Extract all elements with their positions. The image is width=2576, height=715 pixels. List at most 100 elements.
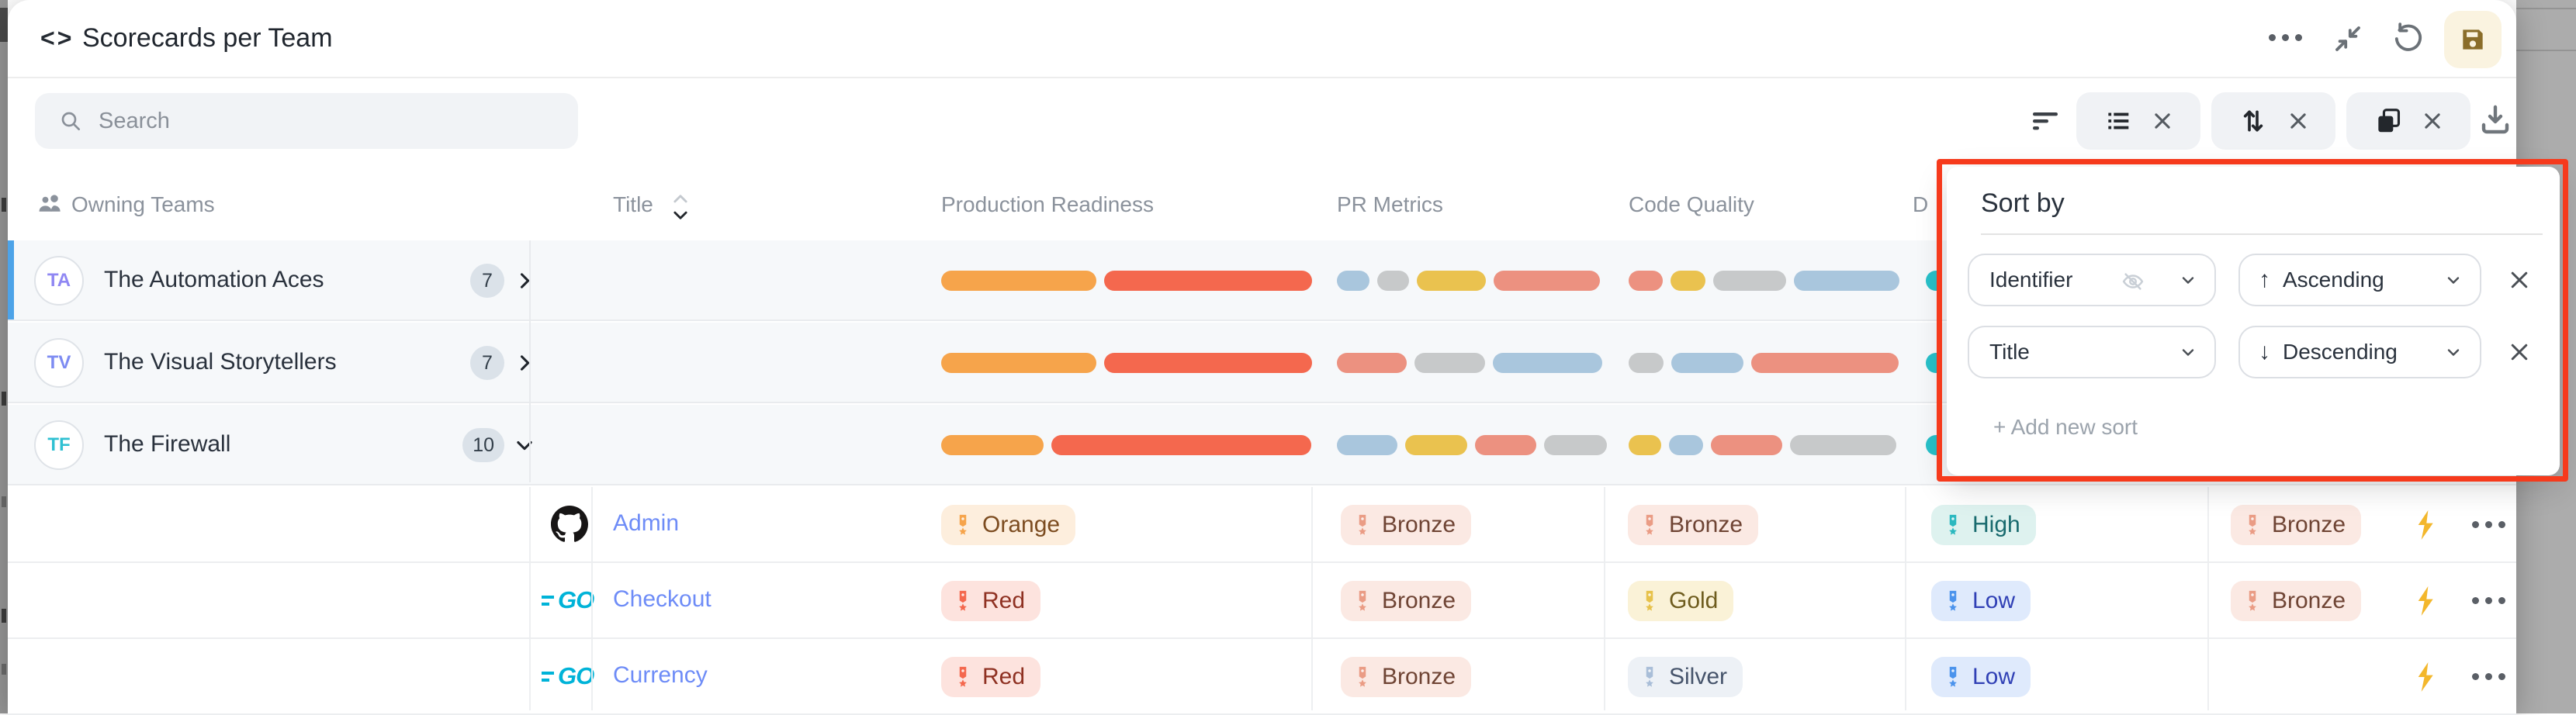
production-readiness-badge: Red [941,581,1041,621]
more-options-button[interactable] [2269,34,2302,41]
bar-segment-red [1104,271,1312,291]
sort-direction-dropdown-1[interactable]: ↑ Ascending [2238,254,2481,306]
column-header-d-clipped[interactable]: D [1913,192,1929,216]
code-quality-badge: Gold [1628,581,1734,621]
service-link[interactable]: Currency [613,662,708,688]
medal-ribbon-icon [1359,590,1366,611]
arrow-down-icon: ↓ [2259,339,2270,364]
chevron-right-icon[interactable] [514,270,535,292]
github-icon [551,506,588,542]
go-icon: GO [542,662,594,690]
chevron-right-icon[interactable] [514,352,535,374]
chevron-down-icon [2182,277,2194,284]
search-input[interactable]: Search [35,93,578,149]
chevron-down-icon[interactable] [514,434,535,456]
medal-ribbon-icon [1646,590,1653,611]
close-icon[interactable] [2152,110,2173,132]
arrows-collapse-icon [2335,26,2360,51]
pr-metrics-distribution-bar [1337,435,1607,455]
service-link[interactable]: Checkout [613,586,712,612]
group-chip[interactable] [2346,92,2470,150]
clipped-bar-fragment [1926,271,1938,291]
sort-field-dropdown-2[interactable]: Title [1968,326,2216,378]
bar-segment-orange [941,271,1096,291]
remove-sort-button[interactable] [2504,264,2535,295]
badge-label: Orange [982,512,1061,537]
team-name[interactable]: The Automation Aces [104,267,324,292]
column-header-production-readiness[interactable]: Production Readiness [941,192,1154,216]
titlebar-divider [8,77,2516,78]
page-backdrop-left [0,0,8,713]
service-link[interactable]: Admin [613,510,680,536]
row-menu-button[interactable] [2472,673,2505,680]
badge-label: Bronze [2272,588,2346,613]
bar-segment-yellow [1405,435,1467,455]
sort-chevrons-icon[interactable] [669,192,692,223]
column-header-title[interactable]: Title [613,192,653,216]
badge-label: Bronze [1382,588,1456,613]
bar-segment-blue [1794,271,1899,291]
search-icon [61,112,80,130]
col-d-badge: Low [1931,657,2031,697]
bar-segment-red [1104,353,1312,373]
pr-metrics-distribution-bar [1337,353,1602,373]
collapse-button[interactable] [2329,20,2367,57]
close-icon[interactable] [2422,110,2443,132]
medal-ribbon-icon [2249,514,2256,535]
bar-segment-blue [1671,353,1743,373]
ellipsis-icon [2472,597,2479,604]
medal-ribbon-icon [1646,666,1653,687]
sort-chip[interactable] [2211,92,2335,150]
owning-teams-column-divider [529,240,531,482]
bar-segment-gray [1544,435,1607,455]
filter-button[interactable] [2027,102,2064,139]
service-row-admin[interactable]: Admin Orange Bronze Bronze High Bronze [8,487,2516,563]
production-readiness-distribution-bar [941,353,1312,373]
code-quality-badge: Bronze [1628,505,1759,545]
sort-panel-divider [1981,233,2543,235]
bar-segment-yellow [1417,271,1486,291]
chevron-down-icon [2447,349,2460,356]
close-icon[interactable] [2287,110,2309,132]
code-quality-distribution-bar [1629,271,1899,291]
row-menu-button[interactable] [2472,521,2505,528]
sort-direction-dropdown-2[interactable]: ↓ Descending [2238,326,2481,378]
undo-button[interactable] [2390,20,2427,57]
production-readiness-distribution-bar [941,435,1311,455]
x-close-icon [2511,344,2528,361]
table-header-row: Owning Teams Title Production Readiness … [8,167,2516,240]
bar-segment-salmon [1337,353,1407,373]
download-button[interactable] [2477,101,2514,138]
production-readiness-badge: Red [941,657,1041,697]
column-header-owning-teams[interactable]: Owning Teams [71,192,215,216]
remove-sort-button[interactable] [2504,337,2535,368]
ellipsis-icon [2269,34,2276,41]
bar-segment-blue [1337,271,1369,291]
column-header-pr-metrics[interactable]: PR Metrics [1337,192,1443,216]
bar-segment-blue [1669,435,1703,455]
next-row-sliver [8,710,2516,713]
service-row-currency[interactable]: GO Currency Red Bronze Silver Low [8,639,2516,715]
team-avatar: TV [34,338,84,388]
bar-segment-gray [1629,353,1664,373]
sort-by-panel: Sort by Identifier ↑ Ascending Title ↓ D… [1947,167,2560,475]
service-row-checkout[interactable]: GO Checkout Red Bronze Gold Low Bronze [8,563,2516,639]
pr-metrics-distribution-bar [1337,271,1600,291]
badge-label: Red [982,664,1026,689]
badge-label: Silver [1669,664,1728,689]
people-group-icon [39,195,61,212]
scorecard-count-badge: 7 [470,346,504,380]
team-name[interactable]: The Visual Storytellers [104,349,337,375]
add-new-sort-button[interactable]: + Add new sort [1993,415,2138,439]
view-config-chip[interactable] [2076,92,2200,150]
sort-field-dropdown-1[interactable]: Identifier [1968,254,2216,306]
column-header-code-quality[interactable]: Code Quality [1629,192,1754,216]
bar-segment-salmon [1629,271,1663,291]
team-name[interactable]: The Firewall [104,431,231,457]
save-button[interactable] [2444,11,2502,68]
bar-segment-gray [1377,271,1409,291]
row-menu-button[interactable] [2472,597,2505,604]
badge-label: Gold [1669,588,1719,613]
col-d-badge: High [1931,505,2036,545]
code-icon: <> [40,24,74,52]
